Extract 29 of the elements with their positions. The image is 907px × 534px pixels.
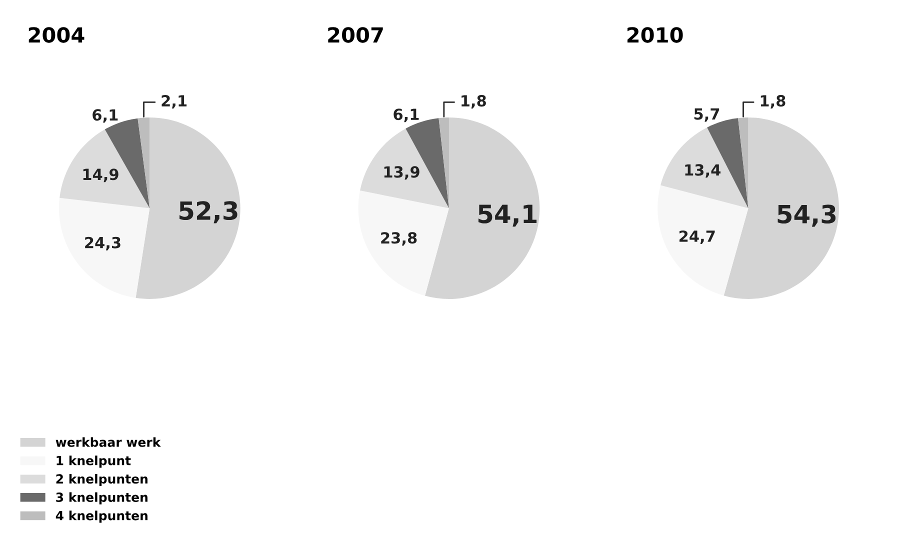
- pie-slice: [738, 118, 748, 208]
- data-label: 52,3: [180, 201, 238, 224]
- data-label: 5,7: [694, 108, 720, 122]
- legend-label: 4 knelpunten: [56, 510, 148, 523]
- chart-title: 2004: [28, 27, 84, 43]
- pie-slice: [358, 190, 449, 296]
- data-label: 24,7: [679, 230, 715, 244]
- pie-slice: [58, 198, 150, 298]
- data-label: 13,9: [384, 166, 420, 180]
- legend-label: 3 knelpunten: [56, 492, 148, 504]
- legend-label: 2 knelpunten: [56, 474, 148, 486]
- data-label: 13,4: [685, 164, 720, 178]
- legend-label: werkbaar werk: [56, 437, 161, 447]
- data-label: 14,9: [83, 168, 118, 182]
- pie-slice: [438, 118, 449, 208]
- data-label: 1,8: [462, 95, 486, 109]
- data-label: 23,8: [381, 232, 417, 246]
- legend-label: 1 knelpunt: [56, 456, 131, 468]
- data-label: 54,1: [478, 204, 537, 227]
- data-label: 24,3: [85, 236, 120, 250]
- data-label: 54,3: [778, 204, 836, 227]
- data-label: 2,1: [162, 95, 187, 109]
- pie-slice: [138, 118, 150, 208]
- data-label: 6,1: [394, 108, 419, 122]
- data-label: 6,1: [92, 109, 118, 123]
- pie-slice: [658, 185, 748, 296]
- chart-title: 2007: [328, 27, 383, 43]
- data-label: 1,8: [760, 95, 786, 109]
- chart-title: 2010: [627, 27, 683, 43]
